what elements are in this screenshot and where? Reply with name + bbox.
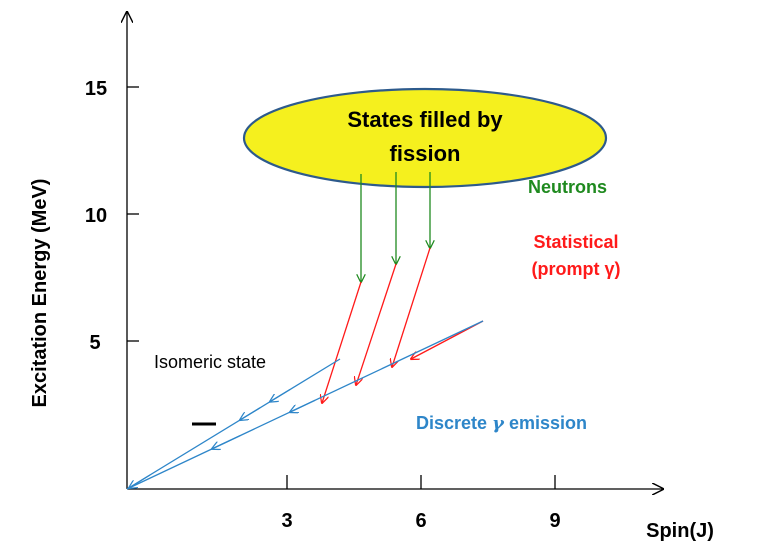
neutrons-label: Neutrons — [528, 177, 607, 197]
upper-band-line — [126, 358, 341, 490]
discrete-gamma-symbol: γ — [492, 413, 505, 434]
statistical-arrow-1 — [322, 281, 362, 403]
discrete-arrow-3 — [290, 399, 316, 412]
x-tick-label-9: 9 — [549, 510, 560, 532]
y-tick-label-5: 5 — [89, 332, 100, 354]
discrete-arrow-1 — [270, 388, 291, 402]
statistical-arrow-2 — [356, 263, 397, 385]
x-axis-title: Spin(J) — [646, 520, 714, 542]
discrete-arrow-5 — [129, 474, 151, 488]
discrete-emission-label: Discrete γ emission — [416, 413, 587, 434]
statistical-label-line1: Statistical — [533, 232, 618, 252]
discrete-arrow-2 — [240, 407, 261, 420]
y-axis-title: Excitation Energy (MeV) — [29, 179, 51, 408]
x-tick-label-3: 3 — [281, 510, 292, 532]
discrete-suffix: emission — [504, 413, 587, 433]
isomeric-state-label: Isomeric state — [154, 352, 266, 372]
x-tick-label-6: 6 — [415, 510, 426, 532]
statistical-label-line2: (prompt γ) — [532, 259, 621, 279]
fission-states-ellipse — [242, 87, 608, 189]
discrete-prefix: Discrete — [416, 413, 492, 433]
ellipse-text-line1: States filled by — [347, 107, 503, 132]
statistical-arrow-3 — [392, 247, 431, 367]
ellipse-text-line2: fission — [390, 141, 461, 166]
y-tick-label-10: 10 — [85, 205, 107, 227]
discrete-arrow-4 — [212, 435, 241, 449]
y-tick-label-15: 15 — [85, 78, 107, 100]
